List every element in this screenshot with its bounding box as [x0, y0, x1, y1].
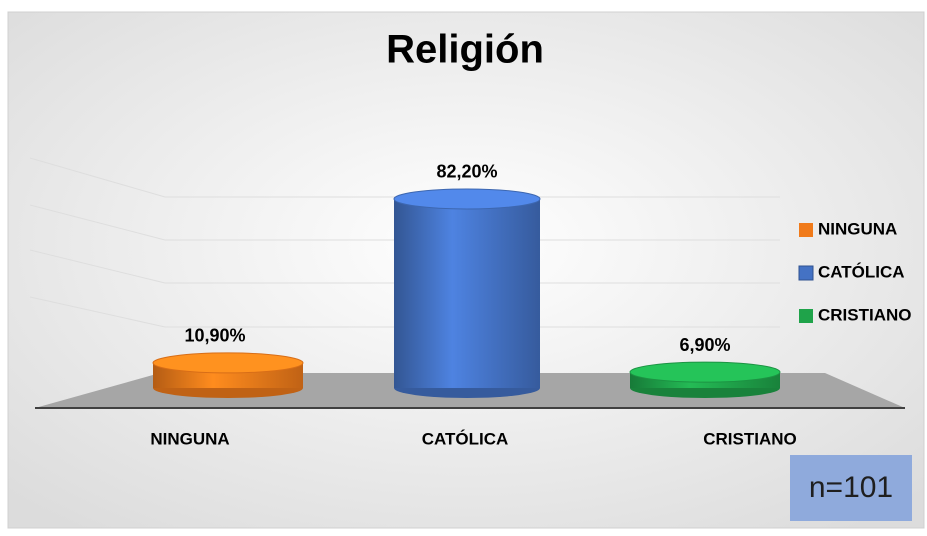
x-tick-label: CATÓLICA: [422, 429, 509, 448]
data-label: 82,20%: [436, 162, 497, 182]
legend-swatch: [798, 265, 814, 281]
bar: [394, 198, 540, 388]
x-tick-label: CRISTIANO: [703, 429, 797, 448]
legend-label: CRISTIANO: [818, 305, 912, 324]
legend-label: CATÓLICA: [818, 262, 905, 281]
data-label: 10,90%: [184, 326, 245, 346]
bar-top: [393, 188, 541, 210]
legend-label: NINGUNA: [818, 219, 897, 238]
legend-swatch: [799, 309, 813, 323]
bar-top: [152, 352, 304, 374]
chart-title: Religión: [386, 28, 544, 72]
bar-top: [629, 361, 781, 383]
annotation-box: [790, 455, 912, 521]
x-tick-label: NINGUNA: [150, 429, 229, 448]
legend-swatch: [799, 223, 813, 237]
annotation: n=101: [809, 471, 893, 504]
data-label: 6,90%: [679, 335, 730, 355]
